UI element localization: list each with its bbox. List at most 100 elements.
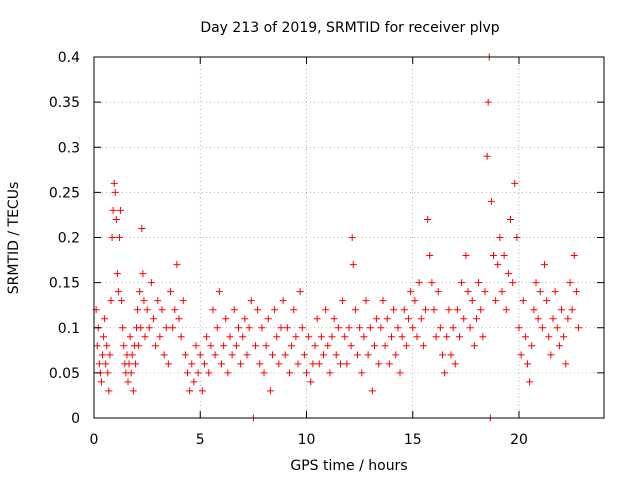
data-point: [235, 324, 242, 332]
data-point: [402, 342, 410, 350]
data-point: [509, 279, 517, 287]
data-point: [303, 369, 310, 377]
data-point: [279, 297, 287, 305]
data-point: [385, 360, 393, 368]
data-point: [167, 288, 174, 296]
data-point: [111, 188, 119, 196]
data-point: [173, 261, 181, 269]
data-point: [294, 360, 302, 368]
data-point: [366, 324, 374, 332]
data-point: [496, 234, 504, 241]
data-point: [266, 387, 274, 395]
data-point: [549, 315, 557, 323]
data-point: [169, 324, 177, 332]
data-point: [538, 324, 546, 332]
data-point: [413, 333, 421, 341]
data-point: [484, 98, 492, 106]
data-point: [181, 351, 189, 359]
x-tick-label: 5: [196, 432, 205, 448]
data-point: [322, 306, 330, 314]
data-point: [116, 234, 123, 241]
data-point: [138, 224, 146, 232]
data-point: [490, 252, 497, 260]
x-tick-label: 15: [404, 432, 422, 448]
data-point: [222, 315, 230, 323]
data-point: [104, 369, 112, 377]
data-point: [117, 206, 125, 214]
data-point: [502, 306, 510, 314]
data-point: [373, 315, 381, 323]
data-point: [143, 306, 151, 314]
data-point: [456, 333, 463, 341]
data-point: [118, 297, 126, 305]
data-point: [101, 315, 109, 323]
data-point: [241, 315, 249, 323]
y-tick-label: 0.05: [49, 366, 80, 382]
data-point: [260, 369, 268, 377]
data-point: [534, 315, 542, 323]
data-point: [479, 333, 487, 341]
data-point: [330, 315, 338, 323]
data-point: [198, 387, 206, 395]
data-point: [475, 279, 483, 287]
data-point: [307, 378, 315, 386]
data-point: [237, 360, 245, 368]
data-point: [213, 324, 221, 332]
data-point: [343, 360, 351, 368]
data-point: [128, 351, 136, 359]
data-point: [119, 324, 127, 332]
data-point: [305, 333, 313, 341]
x-tick-label: 10: [298, 432, 316, 448]
y-tick-label: 0: [71, 411, 80, 427]
data-point: [545, 333, 553, 341]
data-point: [504, 270, 512, 278]
data-point: [379, 297, 387, 305]
data-point: [196, 351, 204, 359]
data-point: [152, 342, 160, 350]
data-point: [309, 360, 317, 368]
data-point: [368, 387, 376, 395]
data-point: [415, 279, 423, 287]
data-point: [102, 360, 110, 368]
data-point: [481, 288, 489, 296]
data-point: [347, 342, 355, 350]
data-point: [127, 369, 135, 377]
y-tick-label: 0.25: [49, 185, 80, 201]
data-point: [411, 297, 419, 305]
data-point: [313, 315, 321, 323]
data-point: [568, 306, 576, 314]
data-point: [107, 297, 115, 305]
data-point: [254, 306, 262, 314]
data-point: [543, 297, 551, 305]
data-point: [515, 324, 523, 332]
data-point: [120, 342, 128, 350]
data-point: [224, 369, 232, 377]
data-point: [570, 252, 578, 260]
data-point: [345, 324, 353, 332]
data-point: [566, 279, 574, 287]
data-point: [419, 342, 427, 350]
data-point: [470, 342, 478, 350]
data-point: [205, 369, 213, 377]
data-point: [360, 333, 368, 341]
data-point: [230, 306, 238, 314]
data-point: [507, 215, 514, 223]
data-point: [275, 360, 283, 368]
data-point: [320, 351, 327, 359]
data-point: [466, 324, 474, 332]
data-point: [449, 324, 457, 332]
data-point: [443, 333, 451, 341]
data-point: [283, 324, 291, 332]
data-point: [228, 351, 236, 359]
data-point: [409, 324, 417, 332]
data-point: [477, 306, 485, 314]
data-point: [511, 179, 519, 187]
data-point: [264, 315, 272, 323]
data-point: [396, 369, 404, 377]
data-point: [500, 252, 508, 260]
chart-title: Day 213 of 2019, SRMTID for receiver plv…: [200, 20, 499, 36]
data-point: [473, 315, 480, 323]
x-axis-label: GPS time / hours: [290, 458, 407, 474]
data-point: [150, 315, 157, 323]
data-point: [252, 342, 259, 350]
